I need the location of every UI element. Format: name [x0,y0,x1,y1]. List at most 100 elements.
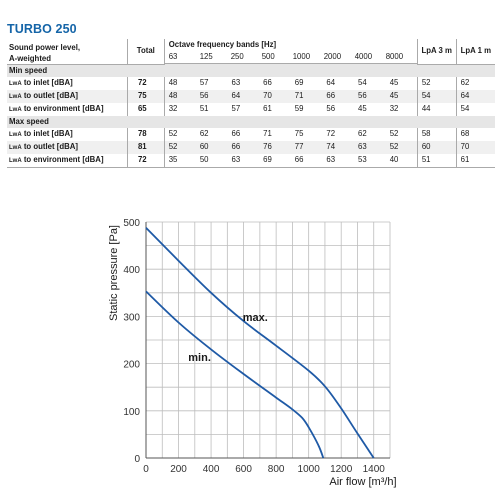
header-lpa-1m: LpA 1 m [455,39,495,65]
band-value: 71 [263,129,272,138]
header-label-line1: Sound power level, [9,42,81,52]
band-value: 52 [385,140,418,154]
section-title-min: Min speed [7,64,495,77]
band-value: 66 [263,78,272,87]
table-row: LwA to inlet [dBA] 78 52 62 66 71 75 72 … [7,127,495,141]
header-octave-group: Octave frequency bands [Hz] 63 125 250 5… [163,39,418,64]
band-value: 69 [259,153,291,168]
band-header: 8000 [385,52,404,61]
band-header: 63 [168,52,178,61]
band-value: 52 [163,127,196,141]
table-row: LwA to inlet [dBA] 72 48 57 63 66 69 64 … [7,76,495,90]
band-value: 63 [227,153,260,168]
y-tick-label: 300 [123,312,140,323]
series-line-max [145,227,375,459]
x-tick-label: 0 [143,464,149,475]
lpa-3m-value: 58 [416,127,457,141]
x-tick-label: 800 [268,464,285,475]
band-value: 66 [227,140,260,154]
header-octave-title: Octave frequency bands [Hz] [168,40,277,49]
series-label-min: min. [188,352,211,364]
row-total: 72 [126,153,165,168]
band-value: 64 [227,89,260,103]
band-value: 45 [389,78,399,87]
band-value: 63 [354,140,386,154]
band-value: 74 [322,140,355,154]
lpa-3m-value: 60 [416,140,457,154]
row-total: 75 [126,89,165,103]
y-tick-label: 500 [123,218,140,229]
x-tick-label: 1000 [298,464,321,475]
table-row: LwA to environment [dBA] 72 35 50 63 69 … [7,153,495,168]
row-total: 78 [126,127,165,141]
header-lpa-3m: LpA 3 m [416,39,457,65]
x-tick-label: 400 [203,464,220,475]
band-value: 35 [163,153,196,168]
band-value: 64 [326,78,336,87]
section-title-max: Max speed [7,115,495,128]
band-value: 66 [231,129,241,138]
chart-series-labels: max. min. [188,312,268,364]
band-value: 53 [354,153,386,168]
x-tick-label: 600 [235,464,252,475]
row-total: 72 [126,76,165,90]
lpa-3m-value: 51 [416,153,457,168]
band-value: 57 [199,78,209,87]
lpa-1m-value: 64 [455,89,495,103]
chart-tick-labels: 0 200 400 600 800 1000 1200 1400 0 100 200 300 400 50… [123,218,385,475]
lpa-1m-value: 54 [455,102,495,116]
band-value: 60 [195,140,228,154]
row-label: LwA to environment [dBA] [9,103,104,113]
band-value: 59 [294,104,304,113]
lpa-1m-value: 61 [455,153,495,168]
band-value: 56 [195,89,228,103]
table-row: LwA to outlet [dBA] 75 48 56 64 70 71 66… [7,89,495,103]
band-value: 32 [163,102,196,116]
header-total: Total [126,39,165,65]
y-axis-label: Static pressure [Pa] [108,225,120,321]
band-header: 1000 [292,52,311,61]
series-line-min [145,290,325,459]
band-value: 45 [358,104,367,113]
band-value: 48 [163,76,196,90]
section-row-min-speed: Min speed [7,64,495,77]
band-value: 45 [385,89,418,103]
band-value: 57 [231,104,241,113]
y-tick-label: 400 [123,265,140,276]
lpa-1m-value: 70 [455,140,495,154]
band-value: 66 [290,153,323,168]
band-header: 125 [199,52,213,61]
sound-power-table: Sound power level, A-weighted Total Octa… [7,39,495,168]
row-label: LwA to inlet [dBA] [9,77,73,87]
header-label-line2: A-weighted [9,53,52,63]
row-label: LwA to environment [dBA] [7,153,128,168]
band-value: 54 [358,78,367,87]
y-tick-label: 200 [123,360,140,371]
section-row-max-speed: Max speed [7,115,495,128]
band-value: 72 [326,129,336,138]
chart-series [145,227,375,459]
lpa-3m-value: 54 [416,89,457,103]
lpa-3m-value: 44 [416,102,457,116]
band-value: 63 [322,153,355,168]
band-value: 77 [290,140,323,154]
band-value: 51 [199,104,209,113]
band-header: 2000 [323,52,342,61]
y-tick-label: 0 [134,454,140,465]
row-total: 65 [126,102,165,116]
band-value: 56 [354,89,386,103]
band-value: 52 [389,129,399,138]
product-title: TURBO 250 [7,22,77,36]
band-value: 62 [199,129,209,138]
band-value: 76 [259,140,291,154]
band-value: 66 [322,89,355,103]
row-label: LwA to outlet [dBA] [7,89,128,103]
band-value: 40 [385,153,418,168]
lpa-1m-value: 68 [455,127,495,141]
band-value: 48 [163,89,196,103]
x-axis-label: Air flow [m³/h] [329,476,396,488]
x-tick-label: 1400 [363,464,386,475]
band-value: 70 [259,89,291,103]
row-label: LwA to outlet [dBA] [7,140,128,154]
